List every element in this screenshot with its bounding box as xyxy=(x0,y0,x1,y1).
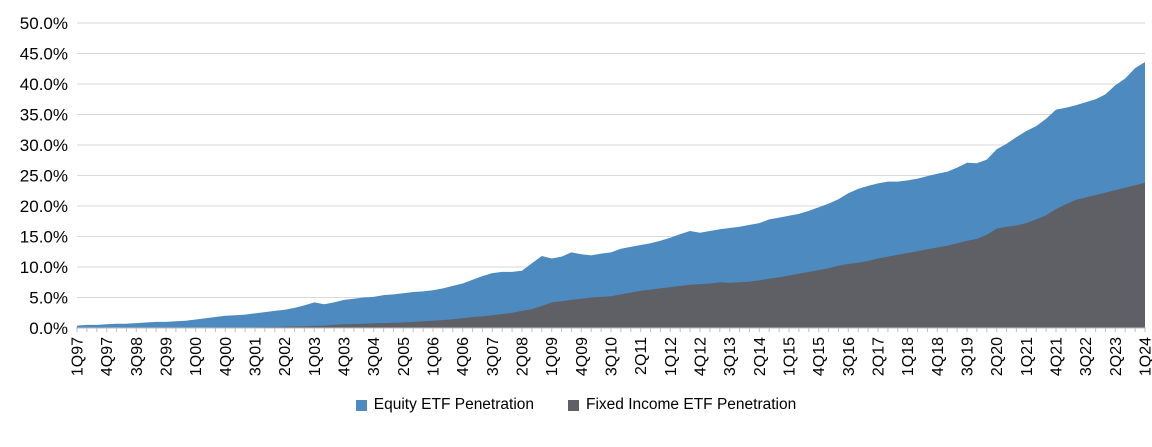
x-axis-label: 2Q14 xyxy=(752,337,769,376)
x-axis-label: 4Q00 xyxy=(218,337,235,376)
y-axis-label: 50.0% xyxy=(20,14,68,33)
x-axis-label: 4Q09 xyxy=(574,337,591,376)
x-axis-label: 3Q10 xyxy=(604,337,621,376)
y-axis-label: 45.0% xyxy=(20,45,68,64)
legend-item-equity: Equity ETF Penetration xyxy=(355,396,535,414)
x-axis-label: 4Q03 xyxy=(337,337,354,376)
y-axis-label: 5.0% xyxy=(29,289,68,308)
x-axis-label: 1Q97 xyxy=(70,337,87,376)
x-axis-label: 4Q18 xyxy=(930,337,947,376)
x-axis-label: 3Q04 xyxy=(366,337,383,376)
y-axis-label: 35.0% xyxy=(20,106,68,125)
y-axis-label: 40.0% xyxy=(20,75,68,94)
chart-legend: Equity ETF Penetration Fixed Income ETF … xyxy=(0,396,1152,414)
x-axis-label: 2Q20 xyxy=(989,337,1006,376)
x-axis-label: 2Q99 xyxy=(159,337,176,376)
y-axis-label: 20.0% xyxy=(20,197,68,216)
x-axis-label: 1Q09 xyxy=(544,337,561,376)
x-axis-label: 2Q02 xyxy=(277,337,294,376)
x-axis-label: 1Q06 xyxy=(426,337,443,376)
y-axis-label: 30.0% xyxy=(20,136,68,155)
x-axis-label: 4Q12 xyxy=(693,337,710,376)
x-axis-label: 2Q23 xyxy=(1108,337,1125,376)
equity-swatch-icon xyxy=(355,399,367,411)
x-axis-label: 1Q03 xyxy=(307,337,324,376)
x-axis-label: 4Q21 xyxy=(1049,337,1066,376)
x-axis-label: 2Q17 xyxy=(871,337,888,376)
x-axis-label: 2Q08 xyxy=(515,337,532,376)
y-axis-label: 10.0% xyxy=(20,258,68,277)
x-axis-label: 3Q22 xyxy=(1078,337,1095,376)
x-axis-label: 1Q21 xyxy=(1019,337,1036,376)
legend-item-fixed-income: Fixed Income ETF Penetration xyxy=(568,396,796,414)
x-axis-label: 3Q16 xyxy=(841,337,858,376)
fixed-income-legend-label: Fixed Income ETF Penetration xyxy=(586,396,797,413)
y-axis-label: 0.0% xyxy=(29,319,68,338)
fixed-income-swatch-icon xyxy=(568,399,580,411)
fixed-income-area xyxy=(77,182,1145,328)
x-axis-label: 3Q98 xyxy=(129,337,146,376)
x-axis-label: 3Q13 xyxy=(722,337,739,376)
x-axis-label: 3Q07 xyxy=(485,337,502,376)
y-axis-label: 25.0% xyxy=(20,167,68,186)
x-axis-label: 4Q15 xyxy=(811,337,828,376)
x-axis-label: 2Q05 xyxy=(396,337,413,376)
x-axis-label: 2Q11 xyxy=(633,337,650,375)
x-axis-label: 1Q15 xyxy=(782,337,799,376)
equity-legend-label: Equity ETF Penetration xyxy=(373,396,535,413)
y-axis-label: 15.0% xyxy=(20,228,68,247)
x-axis-label: 1Q24 xyxy=(1138,337,1152,376)
x-axis-label: 1Q18 xyxy=(900,337,917,376)
x-axis-label: 1Q12 xyxy=(663,337,680,376)
chart-canvas: 0.0% 5.0% 10.0% 15.0% 20.0% 25.0% 30.0% 35.0% 40… xyxy=(20,14,1152,376)
x-axis-label: 1Q00 xyxy=(188,337,205,376)
x-axis-label: 4Q97 xyxy=(99,337,116,376)
x-axis-label: 3Q01 xyxy=(248,337,265,376)
x-axis-label: 3Q19 xyxy=(960,337,977,376)
x-axis-label: 4Q06 xyxy=(455,337,472,376)
